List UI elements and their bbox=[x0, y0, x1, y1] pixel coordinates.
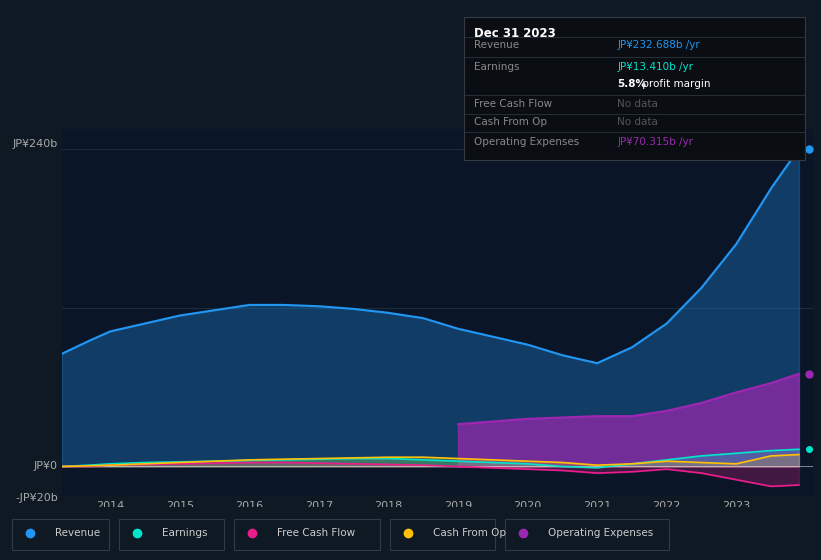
Text: Revenue: Revenue bbox=[474, 40, 519, 50]
Text: No data: No data bbox=[617, 99, 658, 109]
Text: Free Cash Flow: Free Cash Flow bbox=[277, 529, 355, 538]
Text: Dec 31 2023: Dec 31 2023 bbox=[474, 27, 556, 40]
Text: Earnings: Earnings bbox=[162, 529, 207, 538]
Text: Operating Expenses: Operating Expenses bbox=[548, 529, 653, 538]
Text: JP¥232.688b /yr: JP¥232.688b /yr bbox=[617, 40, 700, 50]
Text: profit margin: profit margin bbox=[640, 79, 711, 89]
Text: JP¥0: JP¥0 bbox=[34, 461, 57, 472]
Text: No data: No data bbox=[617, 118, 658, 128]
Text: Revenue: Revenue bbox=[55, 529, 100, 538]
Text: Cash From Op: Cash From Op bbox=[474, 118, 547, 128]
Text: -JP¥20b: -JP¥20b bbox=[15, 493, 57, 503]
Text: 5.8%: 5.8% bbox=[617, 79, 646, 89]
Text: Earnings: Earnings bbox=[474, 62, 520, 72]
Text: JP¥240b: JP¥240b bbox=[12, 139, 57, 148]
Text: JP¥13.410b /yr: JP¥13.410b /yr bbox=[617, 62, 693, 72]
Text: Free Cash Flow: Free Cash Flow bbox=[474, 99, 553, 109]
Text: Cash From Op: Cash From Op bbox=[433, 529, 506, 538]
Text: Operating Expenses: Operating Expenses bbox=[474, 137, 580, 147]
Text: JP¥70.315b /yr: JP¥70.315b /yr bbox=[617, 137, 693, 147]
